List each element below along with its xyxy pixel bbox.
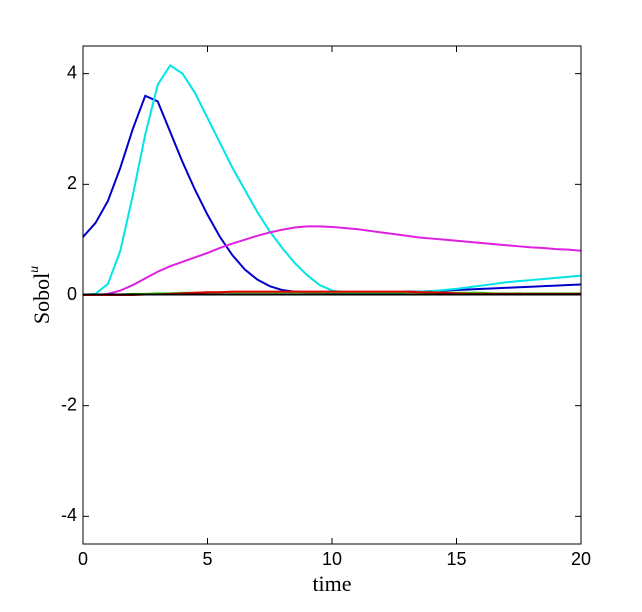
x-tick-label: 15 <box>446 549 466 569</box>
x-tick-label: 0 <box>78 549 88 569</box>
y-tick-label: -2 <box>61 394 77 414</box>
y-axis-label-superscript: u <box>27 266 42 273</box>
y-axis-label-group: Sobolu <box>27 266 54 324</box>
y-tick-label: 4 <box>67 62 77 82</box>
x-tick-label: 10 <box>322 549 342 569</box>
y-tick-label: 2 <box>67 173 77 193</box>
x-tick-label: 20 <box>571 549 591 569</box>
x-tick-label: 5 <box>202 549 212 569</box>
y-axis-label: Sobolu <box>27 266 54 324</box>
series-line <box>83 225 582 296</box>
series-line <box>82 63 582 296</box>
y-axis-label-text: Sobol <box>29 273 54 324</box>
y-tick-label: 0 <box>67 284 77 304</box>
x-axis-label: time <box>312 571 351 596</box>
y-tick-label: -4 <box>61 505 77 525</box>
